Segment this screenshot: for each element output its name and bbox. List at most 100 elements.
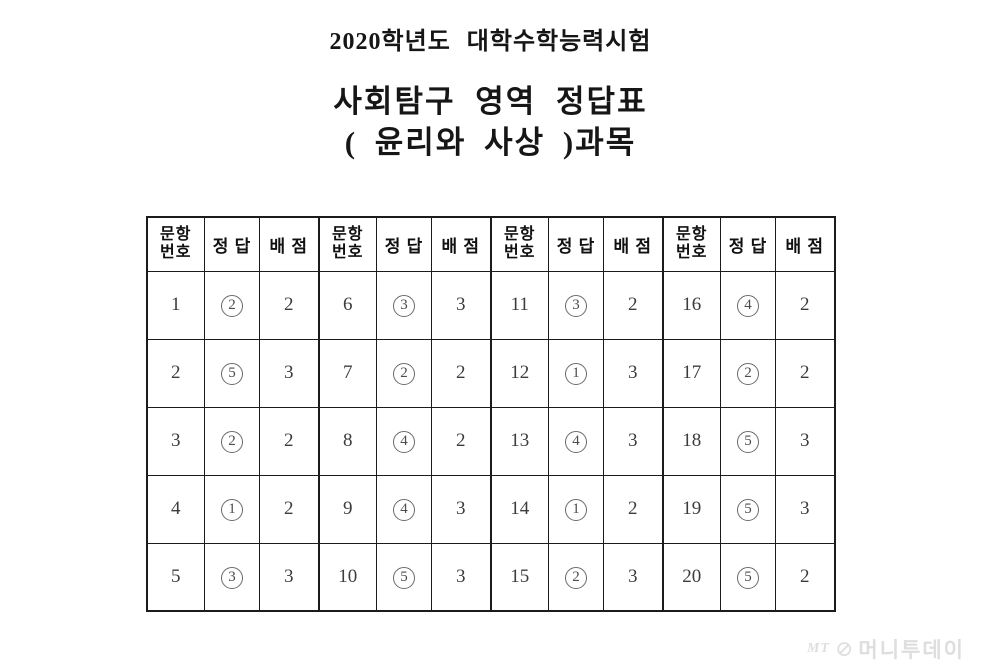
circled-answer: 5 bbox=[737, 498, 759, 521]
table-row: 1 2 2 6 3 3 11 3 2 16 4 2 bbox=[146, 270, 835, 340]
points-cell: 2 bbox=[775, 542, 835, 612]
points-cell: 2 bbox=[259, 270, 319, 340]
table-row: 3 2 2 8 4 2 13 4 3 18 5 3 bbox=[146, 406, 835, 476]
subject-title: ( 윤리와 사상 )과목 bbox=[344, 125, 637, 160]
header-answer-label: 정 답 bbox=[212, 236, 252, 256]
points-cell: 2 bbox=[431, 338, 491, 408]
header-question-number: 문항 번호 bbox=[146, 216, 205, 272]
circled-answer: 4 bbox=[737, 294, 759, 317]
header-points: 배 점 bbox=[775, 216, 835, 272]
header-question-number-line1: 문항 bbox=[504, 225, 536, 243]
question-number-cell: 7 bbox=[317, 338, 377, 408]
circled-answer: 1 bbox=[565, 498, 587, 521]
question-number-cell: 17 bbox=[661, 338, 721, 408]
question-number-cell: 4 bbox=[146, 474, 205, 544]
points-cell: 3 bbox=[259, 338, 319, 408]
header-points-label: 배 점 bbox=[269, 236, 309, 256]
header-points: 배 점 bbox=[603, 216, 663, 272]
points-cell: 3 bbox=[603, 542, 663, 612]
answer-cell: 5 bbox=[720, 474, 776, 544]
circled-answer: 3 bbox=[393, 294, 415, 317]
answer-cell: 2 bbox=[548, 542, 604, 612]
table-row: 5 3 3 10 5 3 15 2 3 20 5 2 bbox=[146, 542, 835, 612]
circled-answer: 2 bbox=[393, 362, 415, 385]
circled-answer: 4 bbox=[565, 430, 587, 453]
circled-answer: 2 bbox=[221, 430, 243, 453]
answer-cell: 5 bbox=[720, 542, 776, 612]
points-cell: 2 bbox=[603, 474, 663, 544]
points-cell: 3 bbox=[431, 542, 491, 612]
table-row: 4 1 2 9 4 3 14 1 2 19 5 3 bbox=[146, 474, 835, 544]
answer-cell: 4 bbox=[720, 270, 776, 340]
points-cell: 3 bbox=[603, 406, 663, 476]
question-number-cell: 12 bbox=[489, 338, 549, 408]
points-cell: 3 bbox=[603, 338, 663, 408]
circled-answer: 2 bbox=[737, 362, 759, 385]
header-question-number: 문항 번호 bbox=[661, 216, 721, 272]
header-question-number: 문항 번호 bbox=[317, 216, 377, 272]
header-question-number-line2: 번호 bbox=[332, 244, 364, 262]
answer-cell: 1 bbox=[548, 474, 604, 544]
answer-cell: 2 bbox=[376, 338, 432, 408]
points-cell: 3 bbox=[431, 474, 491, 544]
points-cell: 2 bbox=[259, 474, 319, 544]
question-number-cell: 8 bbox=[317, 406, 377, 476]
answer-cell: 5 bbox=[376, 542, 432, 612]
circled-answer: 5 bbox=[737, 430, 759, 453]
points-cell: 3 bbox=[775, 406, 835, 476]
header-answer: 정 답 bbox=[548, 216, 604, 272]
header-answer-label: 정 답 bbox=[384, 236, 424, 256]
header-points-label: 배 점 bbox=[613, 236, 653, 256]
points-cell: 2 bbox=[775, 338, 835, 408]
exam-year-title: 2020학년도 대학수학능력시험 bbox=[329, 29, 652, 55]
table-header-row: 문항 번호 정 답 배 점 문항 번호 정 답 배 점 문항 번호 정 답 배 점 문항 번호 정 답 배 점 bbox=[146, 216, 835, 272]
answer-cell: 1 bbox=[204, 474, 260, 544]
title-block: 2020학년도 대학수학능력시험 사회탐구 영역 정답표 ( 윤리와 사상 )과… bbox=[0, 0, 981, 161]
question-number-cell: 5 bbox=[146, 542, 205, 612]
points-cell: 2 bbox=[775, 270, 835, 340]
question-number-cell: 13 bbox=[489, 406, 549, 476]
answer-cell: 5 bbox=[204, 338, 260, 408]
question-number-cell: 10 bbox=[317, 542, 377, 612]
header-question-number-line2: 번호 bbox=[160, 244, 192, 262]
question-number-cell: 16 bbox=[661, 270, 721, 340]
header-question-number-line2: 번호 bbox=[676, 244, 708, 262]
table-row: 2 5 3 7 2 2 12 1 3 17 2 2 bbox=[146, 338, 835, 408]
moneytoday-watermark: MT ⊘ 머니투데이 bbox=[807, 634, 965, 664]
question-number-cell: 15 bbox=[489, 542, 549, 612]
answer-cell: 2 bbox=[204, 270, 260, 340]
circled-answer: 1 bbox=[565, 362, 587, 385]
header-points: 배 점 bbox=[431, 216, 491, 272]
question-number-cell: 20 bbox=[661, 542, 721, 612]
points-cell: 3 bbox=[259, 542, 319, 612]
circled-answer: 5 bbox=[393, 566, 415, 589]
answer-cell: 3 bbox=[204, 542, 260, 612]
header-answer: 정 답 bbox=[204, 216, 260, 272]
header-question-number-line2: 번호 bbox=[504, 244, 536, 262]
circle-slash-icon: ⊘ bbox=[834, 636, 854, 661]
points-cell: 2 bbox=[603, 270, 663, 340]
points-cell: 3 bbox=[775, 474, 835, 544]
header-answer-label: 정 답 bbox=[728, 236, 768, 256]
header-question-number: 문항 번호 bbox=[489, 216, 549, 272]
circled-answer: 2 bbox=[221, 294, 243, 317]
circled-answer: 5 bbox=[221, 362, 243, 385]
section-title: 사회탐구 영역 정답표 bbox=[333, 84, 648, 119]
question-number-cell: 1 bbox=[146, 270, 205, 340]
question-number-cell: 18 bbox=[661, 406, 721, 476]
header-question-number-line1: 문항 bbox=[332, 225, 364, 243]
circled-answer: 5 bbox=[737, 566, 759, 589]
header-points-label: 배 점 bbox=[785, 236, 825, 256]
header-question-number-line1: 문항 bbox=[676, 225, 708, 243]
points-cell: 2 bbox=[259, 406, 319, 476]
mt-logo-text: MT bbox=[806, 641, 830, 656]
circled-answer: 4 bbox=[393, 430, 415, 453]
question-number-cell: 2 bbox=[146, 338, 205, 408]
answer-table: 문항 번호 정 답 배 점 문항 번호 정 답 배 점 문항 번호 정 답 배 점 문항 번호 정 답 배 점… bbox=[145, 216, 836, 612]
header-answer-label: 정 답 bbox=[556, 236, 596, 256]
question-number-cell: 11 bbox=[489, 270, 549, 340]
points-cell: 2 bbox=[431, 406, 491, 476]
question-number-cell: 9 bbox=[317, 474, 377, 544]
header-answer: 정 답 bbox=[720, 216, 776, 272]
